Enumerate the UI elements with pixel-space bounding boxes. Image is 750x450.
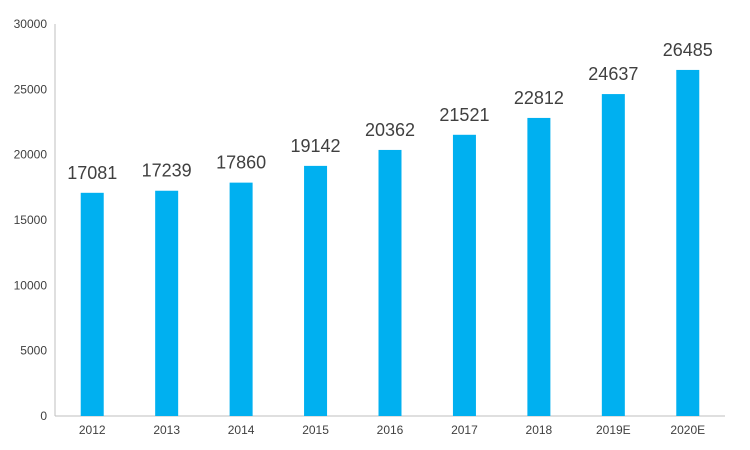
bar-value-label: 24637: [588, 64, 638, 84]
bar: [452, 134, 476, 416]
bar-value-label: 21521: [439, 105, 489, 125]
bars: [80, 69, 700, 417]
bar: [304, 165, 328, 416]
y-tick-label: 10000: [14, 278, 48, 292]
bar-value-label: 17860: [216, 153, 266, 173]
y-tick-label: 20000: [14, 148, 48, 162]
y-tick-label: 0: [40, 409, 47, 423]
data-labels: 17081 17239 17860 19142 20362 21521 22812 24637…: [67, 40, 713, 183]
bar: [527, 117, 551, 416]
bar-value-label: 22812: [514, 88, 564, 108]
bar: [80, 192, 104, 416]
x-tick-label: 2013: [153, 423, 180, 437]
bar: [676, 69, 700, 417]
x-tick-label: 2019E: [596, 423, 631, 437]
bar: [378, 149, 402, 417]
x-tick-label: 2020E: [670, 423, 705, 437]
bar-value-label: 17239: [142, 161, 192, 181]
axes: 0 5000 10000 15000 20000 25000 30000 2012 2013 20…: [14, 17, 725, 437]
x-tick-label: 2016: [377, 423, 404, 437]
bar: [229, 182, 253, 416]
bar: [155, 190, 179, 416]
x-tick-label: 2012: [79, 423, 106, 437]
x-tick-label: 2015: [302, 423, 329, 437]
y-tick-label: 25000: [14, 82, 48, 96]
x-tick-label: 2014: [228, 423, 255, 437]
x-tick-label: 2017: [451, 423, 478, 437]
y-tick-label: 30000: [14, 17, 48, 31]
bar-value-label: 26485: [663, 40, 713, 60]
y-tick-label: 5000: [20, 344, 47, 358]
bar: [601, 94, 625, 416]
bar-value-label: 17081: [67, 163, 117, 183]
bar-value-label: 19142: [291, 136, 341, 156]
x-tick-label: 2018: [526, 423, 553, 437]
bar-value-label: 20362: [365, 120, 415, 140]
y-tick-label: 15000: [14, 213, 48, 227]
